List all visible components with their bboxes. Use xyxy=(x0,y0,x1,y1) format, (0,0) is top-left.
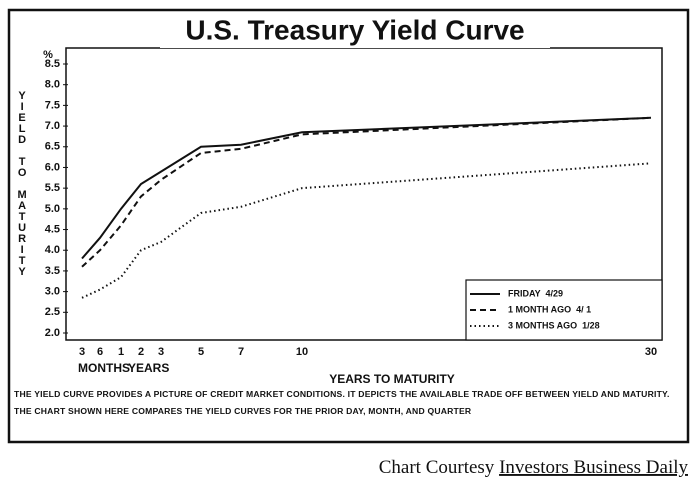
caption-box: THE YIELD CURVE PROVIDES A PICTURE OF CR… xyxy=(14,389,670,416)
y-tick-label: 3.5 xyxy=(45,265,60,277)
y-unit: % xyxy=(43,49,53,61)
legend-box xyxy=(465,279,663,341)
series-line xyxy=(81,116,652,260)
x-tick-label: 7 xyxy=(238,346,244,358)
x-tick-label: 3 xyxy=(79,346,85,358)
legend-label: 1 MONTH AGO 4/ 1 xyxy=(508,304,591,314)
y-tick-label: 6.5 xyxy=(45,141,60,153)
y-tick-label: 4.5 xyxy=(45,223,60,235)
y-tick-label: 2.5 xyxy=(45,306,60,318)
x-tick-label: 3 xyxy=(158,346,164,358)
y-tick-label: 8.5 xyxy=(45,58,60,70)
x-tick-label: 2 xyxy=(138,346,144,358)
x-group-label: MONTHS xyxy=(78,361,130,375)
y-tick-label: 7.0 xyxy=(45,120,60,132)
caption: THE YIELD CURVE PROVIDES A PICTURE OF CR… xyxy=(14,389,670,416)
series-line xyxy=(81,162,652,299)
credit: Chart Courtesy Investors Business Daily xyxy=(379,457,689,478)
y-tick-label: 8.0 xyxy=(45,79,60,91)
legend-label: 3 MONTHS AGO 1/28 xyxy=(508,320,600,330)
chart-title: U.S. Treasury Yield Curve xyxy=(185,14,524,45)
frame xyxy=(7,8,690,444)
credit-prefix: Chart Courtesy xyxy=(379,457,495,478)
title-bg xyxy=(160,14,550,48)
credit-source: Investors Business Daily xyxy=(499,457,688,478)
y-tick-label: 5.0 xyxy=(45,203,60,215)
y-axis-label: YIELD TO MATURITY xyxy=(16,90,28,277)
y-tick-label: 4.0 xyxy=(45,244,60,256)
y-tick-label: 2.0 xyxy=(45,327,60,339)
y-tick-label: 5.5 xyxy=(45,182,60,194)
series-line xyxy=(81,116,652,268)
x-tick-label: 6 xyxy=(97,346,103,358)
x-tick-label: 30 xyxy=(645,346,657,358)
x-tick-label: 5 xyxy=(198,346,204,358)
y-tick-label: 6.0 xyxy=(45,161,60,173)
x-axis-label: YEARS TO MATURITY xyxy=(329,372,455,386)
legend-label: FRIDAY 4/29 xyxy=(508,288,563,298)
x-tick-label: 1 xyxy=(118,346,124,358)
y-tick-label: 7.5 xyxy=(45,99,60,111)
x-group-label: YEARS xyxy=(128,361,169,375)
y-tick-label: 3.0 xyxy=(45,286,60,298)
x-tick-label: 10 xyxy=(296,346,308,358)
